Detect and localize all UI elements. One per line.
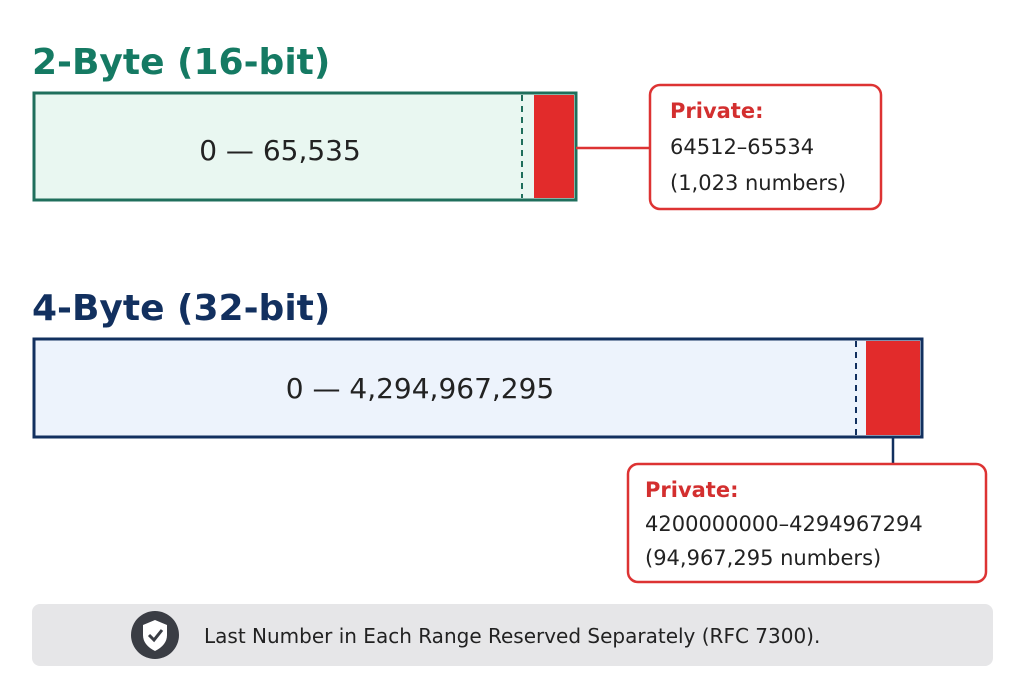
callout-range: 4200000000–4294967294	[645, 512, 923, 536]
range-bar	[32, 337, 924, 439]
footer-note: Last Number in Each Range Reserved Separ…	[204, 624, 820, 648]
private-segment	[534, 95, 574, 198]
callout-range: 64512–65534	[670, 135, 814, 159]
callout-count: (94,967,295 numbers)	[645, 546, 881, 570]
private-segment	[866, 341, 920, 435]
range-label: 0 — 4,294,967,295	[286, 372, 554, 405]
range-bar	[32, 91, 578, 202]
callout	[626, 462, 988, 584]
section-title: 4-Byte (32-bit)	[32, 288, 330, 329]
shield	[143, 620, 167, 651]
callout-title: Private:	[670, 99, 764, 123]
check	[147, 629, 164, 643]
callout-title: Private:	[645, 478, 739, 502]
section-title: 2-Byte (16-bit)	[32, 42, 330, 83]
callout	[648, 83, 883, 211]
footer-bar	[32, 604, 993, 666]
callout-count: (1,023 numbers)	[670, 171, 846, 195]
range-label: 0 — 65,535	[199, 134, 361, 167]
